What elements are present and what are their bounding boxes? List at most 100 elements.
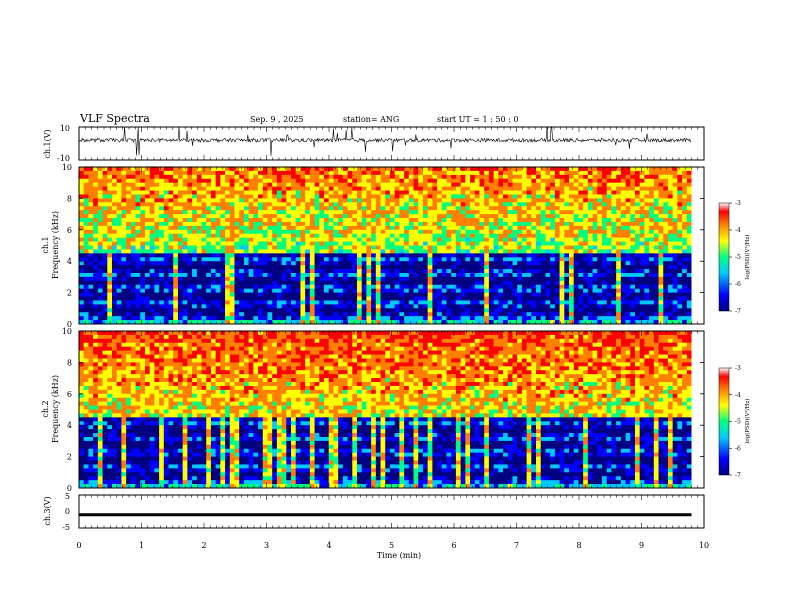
spectrogram-cell bbox=[281, 225, 287, 231]
spectrogram-cell bbox=[192, 296, 198, 301]
spectrogram-cell bbox=[578, 174, 584, 180]
spectrogram-cell bbox=[526, 265, 532, 270]
spectrogram-cell bbox=[498, 210, 504, 215]
spectrogram-cell bbox=[554, 276, 560, 282]
spectrogram-cell bbox=[314, 237, 320, 242]
spectrogram-cell bbox=[498, 300, 504, 305]
spectrogram-cell bbox=[338, 206, 344, 211]
spectrogram-cell bbox=[540, 214, 546, 219]
spectrogram-cell bbox=[163, 218, 169, 223]
spectrogram-cell bbox=[583, 300, 589, 305]
spectrogram-cell bbox=[352, 308, 358, 313]
spectrogram-cell bbox=[225, 170, 231, 176]
spectrogram-cell bbox=[573, 174, 579, 180]
spectrogram-cell bbox=[366, 300, 372, 305]
spectrogram-cell bbox=[220, 261, 226, 266]
spectrogram-cell bbox=[253, 300, 259, 305]
spectrogram-cell bbox=[243, 269, 250, 274]
spectrogram-cell bbox=[309, 202, 315, 207]
spectrogram-cell bbox=[371, 284, 377, 290]
spectrogram-cell bbox=[503, 225, 509, 231]
spectrogram-cell bbox=[455, 221, 462, 227]
spectrogram-cell bbox=[512, 241, 518, 246]
spectrogram-cell bbox=[578, 292, 584, 297]
spectrogram-cell bbox=[182, 272, 188, 278]
spectrogram-cell bbox=[658, 182, 664, 188]
spectrogram-cell bbox=[394, 194, 400, 199]
spectrogram-cell bbox=[507, 272, 513, 278]
spectrogram-cell bbox=[446, 198, 452, 203]
spectrogram-cell bbox=[484, 245, 490, 250]
spectrogram-cell bbox=[239, 218, 245, 223]
spectrogram-cell bbox=[408, 241, 414, 246]
spectrogram-cell bbox=[479, 221, 485, 227]
spectrogram-cell bbox=[526, 269, 532, 274]
spectrogram-cell bbox=[163, 178, 169, 184]
spectrogram-cell bbox=[592, 261, 598, 266]
spectrogram-cell bbox=[649, 229, 655, 235]
spectrogram-cell bbox=[583, 218, 589, 223]
spectrogram-cell bbox=[427, 214, 433, 219]
spectrogram-cell bbox=[163, 280, 169, 286]
spectrogram-cell bbox=[356, 265, 363, 270]
spectrogram-cell bbox=[324, 249, 330, 254]
spectrogram-cell bbox=[559, 284, 565, 290]
spectrogram-cell bbox=[667, 249, 674, 254]
spectrogram-cell bbox=[225, 218, 231, 223]
spectrogram-cell bbox=[210, 312, 217, 317]
spectrogram-cell bbox=[102, 257, 108, 262]
spectrogram-cell bbox=[149, 194, 155, 199]
spectrogram-cell bbox=[375, 178, 381, 184]
spectrogram-cell bbox=[177, 245, 184, 250]
spectrogram-cell bbox=[248, 186, 254, 191]
spectrogram-cell bbox=[385, 194, 391, 199]
spectrogram-cell bbox=[507, 276, 513, 282]
spectrogram-cell bbox=[536, 221, 542, 227]
spectrogram-cell bbox=[286, 174, 292, 180]
spectrogram-cell bbox=[418, 308, 424, 313]
spectrogram-cell bbox=[305, 233, 311, 239]
spectrogram-cell bbox=[465, 249, 471, 254]
spectrogram-cell bbox=[88, 233, 94, 239]
spectrogram-cell bbox=[606, 284, 612, 290]
spectrogram-cell bbox=[210, 182, 217, 188]
spectrogram-cell bbox=[93, 300, 99, 305]
spectrogram-cell bbox=[488, 218, 495, 223]
spectrogram-cell bbox=[333, 202, 339, 207]
spectrogram-cell bbox=[144, 186, 151, 191]
spectrogram-cell bbox=[116, 218, 122, 223]
spectrogram-cell bbox=[140, 253, 146, 258]
spectrogram-cell bbox=[225, 186, 231, 191]
spectrogram-cell bbox=[418, 170, 424, 176]
spectrogram-cell bbox=[488, 249, 495, 254]
spectrogram-cell bbox=[220, 245, 226, 250]
spectrogram-cell bbox=[347, 280, 353, 286]
spectrogram-cell bbox=[606, 233, 612, 239]
spectrogram-cell bbox=[672, 167, 678, 172]
spectrogram-cell bbox=[559, 253, 565, 258]
spectrogram-cell bbox=[234, 167, 240, 172]
spectrogram-cell bbox=[225, 249, 231, 254]
spectrogram-cell bbox=[592, 174, 598, 180]
spectrogram-cell bbox=[474, 182, 480, 188]
spectrogram-cell bbox=[639, 261, 645, 266]
spectrogram-cell bbox=[569, 296, 575, 301]
spectrogram-cell bbox=[573, 206, 579, 211]
spectrogram-cell bbox=[554, 237, 560, 242]
spectrogram-cell bbox=[314, 241, 320, 246]
spectrogram-cell bbox=[116, 304, 122, 309]
spectrogram-cell bbox=[97, 284, 103, 290]
spectrogram-cell bbox=[432, 233, 438, 239]
spectrogram-cell bbox=[554, 218, 560, 223]
spectrogram-cell bbox=[479, 237, 485, 242]
spectrogram-cell bbox=[578, 237, 584, 242]
spectrogram-cell bbox=[192, 304, 198, 309]
spectrogram-cell bbox=[441, 269, 447, 274]
spectrogram-cell bbox=[192, 170, 198, 176]
spectrogram-cell bbox=[262, 292, 268, 297]
spectrogram-cell bbox=[281, 237, 287, 242]
spectrogram-cell bbox=[569, 272, 575, 278]
spectrogram-cell bbox=[385, 269, 391, 274]
spectrogram-cell bbox=[206, 304, 212, 309]
spectrogram-cell bbox=[601, 225, 608, 231]
